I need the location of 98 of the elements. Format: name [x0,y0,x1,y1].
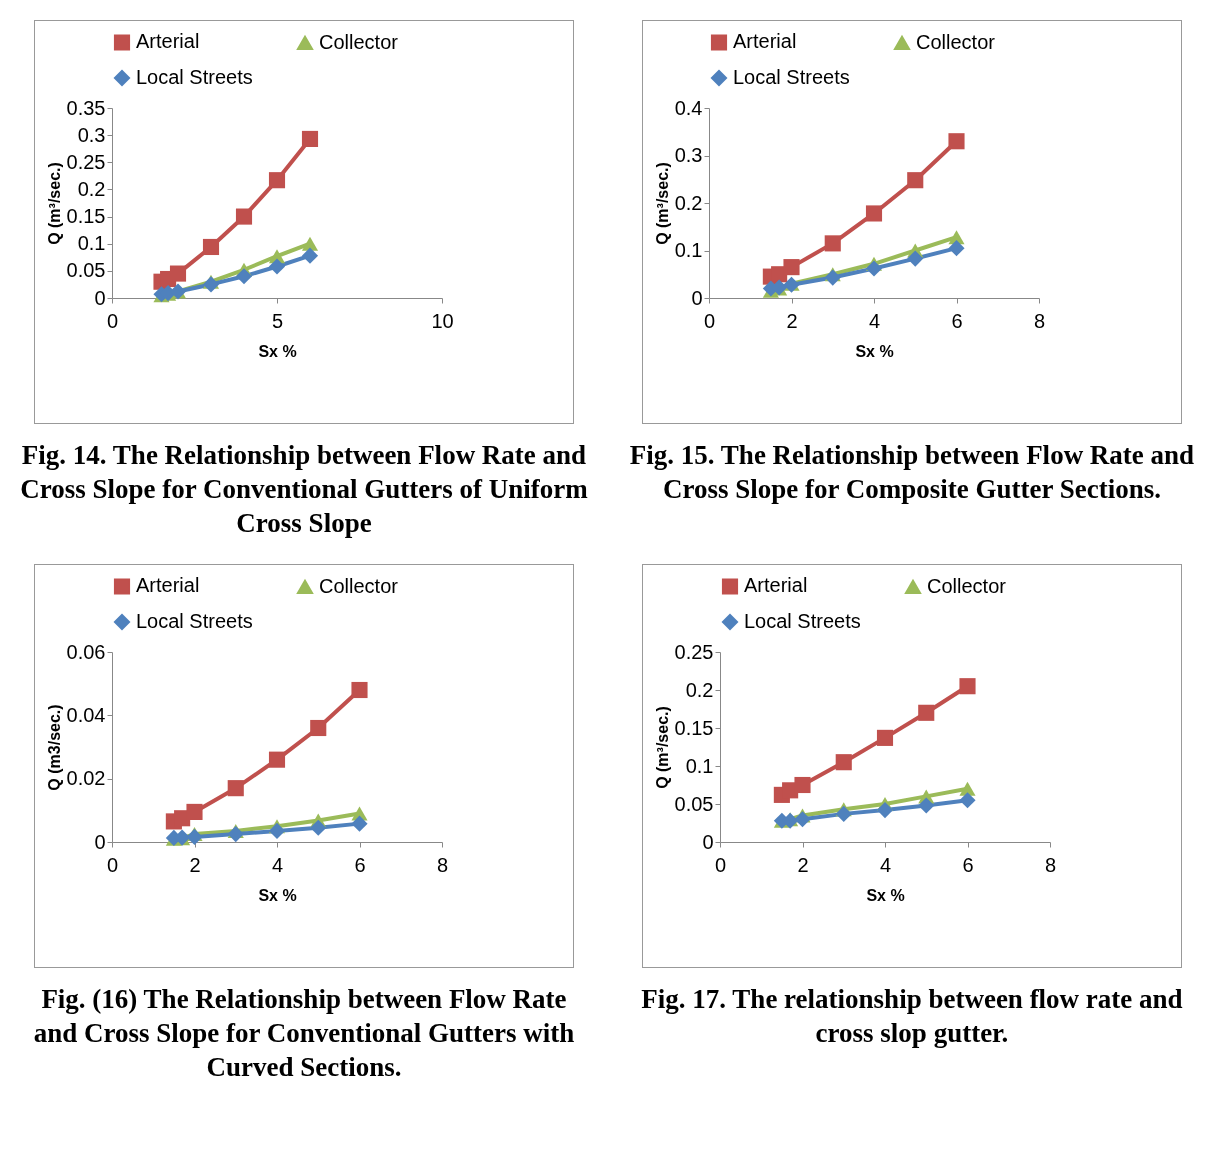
point [351,815,368,832]
legend-label: Arterial [136,30,200,53]
x-tick-label: 4 [271,853,284,876]
y-tick-label: 0 [94,830,106,853]
y-tick-label: 0.35 [66,96,106,119]
point [227,780,244,797]
point [310,719,327,737]
x-axis-title: Sx % [258,886,297,904]
y-tick-label: 0.2 [77,177,106,200]
text: Fig. 14. The Relationship between Flow Rate and Cross Slope for Conventional Gutters of Uniform Cross Slope [19,439,589,540]
y-axis-title: Q (m³/sec.) [45,162,63,245]
point [301,247,319,264]
point [351,681,368,699]
y-tick-label: 0.05 [674,792,714,815]
point [948,240,965,257]
legend-label: Collector [319,574,399,597]
y-tick-label: 0.15 [674,716,714,739]
text: Fig. 17. The relationship between flow rate and cross slop gutter. [640,983,1184,1050]
point [268,172,286,189]
x-tick-label: 8 [1033,309,1046,332]
point [186,803,203,820]
y-axis-title: Q (m3/sec.) [45,704,63,791]
y-tick-label: 0 [702,830,714,853]
point [907,250,924,267]
point [310,819,327,836]
x-axis-title: Sx % [866,886,905,904]
y-tick-label: 0.25 [674,640,714,663]
point [169,265,187,282]
x-tick-label: 6 [354,853,366,876]
point [876,802,894,819]
text: Fig. 15. The Relationship between Flow Rate and Cross Slope for Composite Gutter Sections. [628,439,1196,506]
point [824,269,841,286]
legend-label: Local Streets [733,66,850,88]
x-axis-title: Sx % [855,342,894,360]
legend-label: Local Streets [136,610,253,632]
legend-label: Collector [916,30,996,53]
legend-label: Local Streets [744,610,861,632]
y-tick-label: 0.2 [674,191,703,214]
point [876,729,894,746]
x-tick-label: 10 [431,309,454,332]
x-tick-label: 5 [271,309,284,332]
x-tick-label: 2 [189,853,201,876]
x-tick-label: 4 [868,309,881,332]
y-tick-label: 0.04 [66,703,106,726]
legend-label: Arterial [744,574,808,597]
legend-label: Arterial [733,30,797,53]
point [948,133,965,150]
point [268,258,286,275]
x-tick-label: 8 [436,853,449,876]
y-tick-label: 0.02 [66,767,106,790]
point [202,276,220,293]
x-tick-label: 6 [962,853,974,876]
y-tick-label: 0.05 [66,259,106,282]
point [865,205,883,222]
point [227,826,244,843]
y-axis-title: Q (m³/sec.) [653,706,671,789]
x-tick-label: 4 [879,853,892,876]
text: Fig. (16) The Relationship between Flow Rate and Cross Slope for Conventional Gutters with Curved Sections. [32,983,576,1084]
point [835,754,852,771]
x-tick-label: 6 [951,309,963,332]
legend-label: Arterial [136,574,200,597]
point [794,811,811,828]
legend-label: Collector [927,574,1007,597]
y-tick-label: 0 [94,286,106,309]
point [301,130,319,148]
y-tick-label: 0.06 [66,640,106,663]
x-axis-title: Sx % [258,342,297,360]
point [918,797,935,814]
legend-label: Local Streets [136,66,253,88]
y-tick-label: 0.1 [77,232,106,255]
point [918,704,935,721]
x-tick-label: 2 [797,853,809,876]
y-tick-label: 0.1 [674,239,703,261]
point [202,238,220,256]
y-tick-label: 0.15 [66,205,106,228]
y-tick-label: 0.2 [685,678,714,701]
y-tick-label: 0.3 [674,144,703,166]
point [824,235,841,252]
y-tick-label: 0.1 [685,754,714,777]
y-axis-title: Q (m³/sec.) [653,162,671,245]
point [235,268,253,285]
point [235,208,253,225]
y-tick-label: 0.25 [66,150,106,173]
x-tick-label: 2 [786,309,798,332]
point [959,792,976,809]
x-tick-label: 8 [1044,853,1057,876]
y-tick-label: 0.4 [674,96,703,119]
point [907,172,924,189]
point [794,776,811,794]
legend-label: Collector [319,30,399,53]
point [268,822,286,839]
y-tick-label: 0 [691,286,703,309]
point [783,259,800,276]
point [959,678,976,695]
point [268,751,286,768]
y-tick-label: 0.3 [77,123,106,146]
point [835,805,852,822]
point [865,260,883,277]
